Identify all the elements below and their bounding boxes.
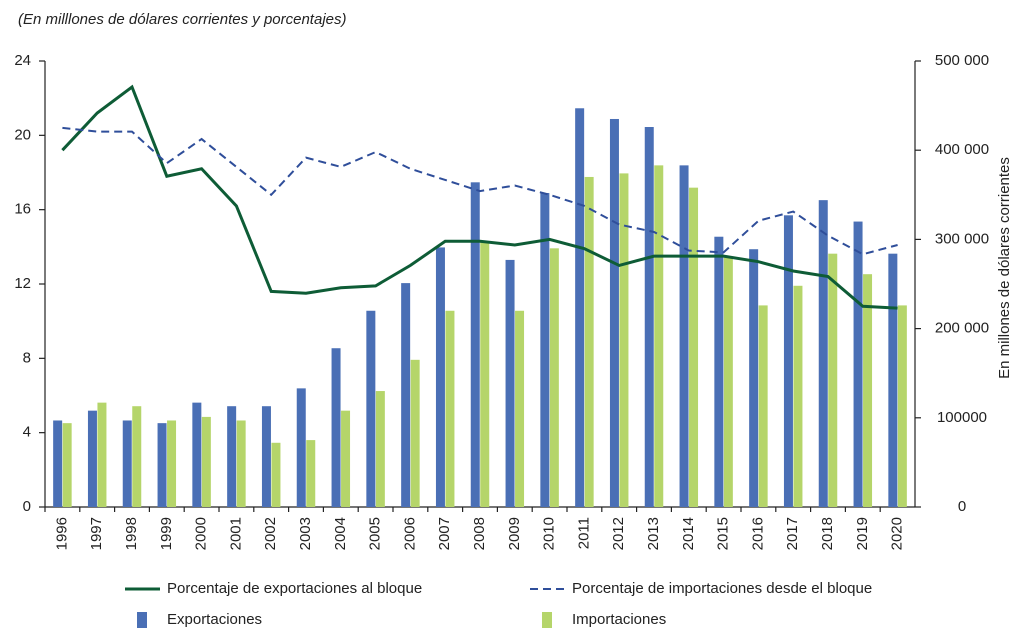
bar: [689, 187, 699, 507]
line: [62, 126, 898, 256]
legend-label: Importaciones: [572, 611, 666, 628]
bar: [897, 305, 907, 507]
bar: [575, 108, 585, 507]
bar: [157, 423, 167, 507]
bar: [749, 249, 759, 507]
y-tick-label: 4: [23, 424, 31, 441]
x-tick-label: 2016: [749, 517, 766, 550]
bar: [888, 253, 898, 507]
bar: [341, 410, 351, 507]
x-tick-label: 2005: [367, 517, 384, 550]
x-tick-label: 2020: [889, 517, 906, 550]
bar: [609, 118, 619, 507]
bar: [261, 406, 271, 507]
bar: [540, 193, 550, 508]
bar: [470, 182, 480, 507]
x-tick-label: 2015: [715, 517, 732, 550]
legend-label: Porcentaje de importaciones desde el blo…: [572, 580, 872, 597]
bar: [97, 402, 107, 507]
bar: [227, 406, 237, 507]
x-tick-label: 2010: [541, 517, 558, 550]
bar: [401, 283, 411, 507]
x-tick-label: 1997: [88, 517, 105, 550]
bar: [853, 221, 863, 507]
legend-swatch: [542, 612, 552, 628]
x-tick-label: 2013: [645, 517, 662, 550]
bar: [296, 388, 306, 507]
bar: [53, 420, 63, 507]
x-tick-label: 1998: [123, 517, 140, 550]
x-tick-label: 2017: [784, 517, 801, 550]
bar: [644, 127, 654, 508]
bar: [549, 248, 559, 507]
bar: [331, 348, 341, 507]
bar: [62, 423, 72, 507]
bar: [306, 440, 316, 507]
legend-label: Exportaciones: [167, 611, 262, 628]
bar: [435, 247, 445, 508]
y-tick-label: 16: [14, 201, 31, 218]
bar: [505, 259, 515, 507]
bar: [122, 420, 132, 507]
x-tick-label: 2002: [262, 517, 279, 550]
x-tick-label: 2004: [332, 517, 349, 550]
bar: [714, 236, 724, 507]
y2-tick-label: 0: [958, 498, 966, 515]
bar: [723, 257, 733, 507]
bar: [192, 402, 202, 507]
bar: [271, 442, 281, 507]
y2-axis-label: En millones de dólares corrientes: [996, 157, 1013, 379]
x-tick-label: 2018: [819, 517, 836, 550]
bar: [679, 165, 689, 507]
y2-tick-label: 200 000: [935, 320, 989, 337]
y-tick-label: 20: [14, 126, 31, 143]
x-tick-label: 1996: [53, 517, 70, 550]
y-tick-label: 24: [14, 52, 31, 69]
bar: [515, 310, 525, 507]
legend-swatch: [137, 612, 147, 628]
line: [61, 84, 898, 310]
x-tick-label: 2001: [227, 517, 244, 550]
chart-subtitle: (En milllones de dólares corrientes y po…: [18, 11, 346, 28]
bar: [201, 416, 211, 507]
y-tick-label: 12: [14, 275, 31, 292]
x-tick-label: 2008: [471, 517, 488, 550]
x-tick-label: 2009: [506, 517, 523, 550]
y2-tick-label: 400 000: [935, 141, 989, 158]
bar: [480, 241, 490, 507]
x-tick-label: 2011: [575, 517, 592, 549]
bar: [793, 285, 803, 507]
x-tick-label: 2006: [401, 517, 418, 550]
bar: [236, 420, 246, 507]
bar: [758, 305, 768, 507]
bar: [167, 420, 177, 507]
bar: [87, 410, 97, 507]
bar: [132, 406, 142, 507]
bar: [783, 215, 793, 508]
x-tick-label: 2012: [610, 517, 627, 550]
y2-tick-label: 100000: [937, 409, 987, 426]
bar: [445, 310, 455, 507]
bar: [584, 176, 594, 507]
y-tick-label: 8: [23, 349, 31, 366]
x-tick-label: 2000: [193, 517, 210, 550]
x-tick-label: 2014: [680, 517, 697, 550]
legend-label: Porcentaje de exportaciones al bloque: [167, 580, 422, 597]
x-tick-label: 2007: [436, 517, 453, 550]
x-tick-label: 1999: [158, 517, 175, 550]
bar: [828, 253, 838, 507]
y-tick-label: 0: [23, 498, 31, 515]
bar: [818, 200, 828, 508]
bar: [366, 310, 376, 507]
bar: [654, 165, 664, 507]
y2-tick-label: 500 000: [935, 52, 989, 69]
bar: [410, 359, 420, 507]
y2-tick-label: 300 000: [935, 230, 989, 247]
bar: [863, 274, 873, 507]
x-tick-label: 2019: [854, 517, 871, 550]
bar: [375, 391, 385, 507]
bar: [619, 173, 629, 507]
x-tick-label: 2003: [297, 517, 314, 550]
